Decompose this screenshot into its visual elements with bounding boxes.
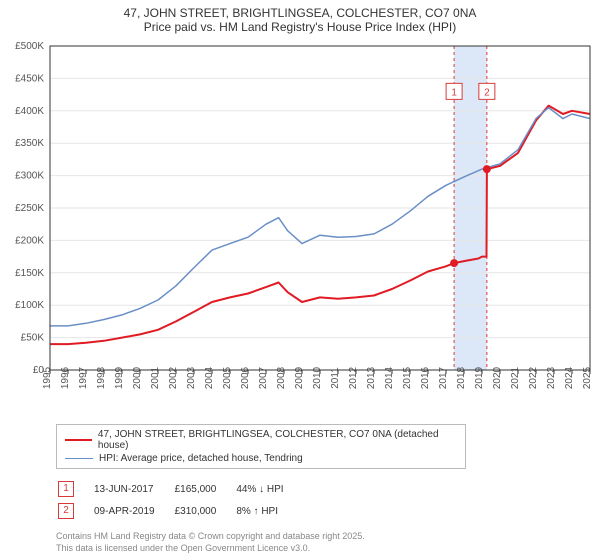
sale-price: £165,000	[175, 479, 235, 499]
svg-text:£150K: £150K	[15, 268, 44, 279]
svg-text:£350K: £350K	[15, 138, 44, 149]
legend-item: HPI: Average price, detached house, Tend…	[65, 453, 457, 464]
svg-text:1: 1	[451, 87, 457, 98]
table-row: 2 09-APR-2019 £310,000 8% ↑ HPI	[58, 501, 302, 521]
legend-swatch	[65, 458, 93, 460]
footer-line: This data is licensed under the Open Gov…	[56, 543, 600, 555]
legend-swatch	[65, 439, 92, 441]
legend-label: HPI: Average price, detached house, Tend…	[99, 453, 303, 464]
svg-text:£500K: £500K	[15, 41, 44, 52]
line-chart-svg: £0£50K£100K£150K£200K£250K£300K£350K£400…	[0, 38, 600, 418]
sale-marker-badge: 1	[58, 481, 74, 497]
chart-area: £0£50K£100K£150K£200K£250K£300K£350K£400…	[0, 38, 600, 418]
svg-text:2: 2	[484, 87, 490, 98]
svg-text:£100K: £100K	[15, 300, 44, 311]
sale-price: £310,000	[175, 501, 235, 521]
chart-title-line2: Price paid vs. HM Land Registry's House …	[0, 20, 600, 38]
svg-text:£400K: £400K	[15, 106, 44, 117]
sale-delta: 8% ↑ HPI	[236, 501, 301, 521]
svg-text:£250K: £250K	[15, 203, 44, 214]
chart-title-line1: 47, JOHN STREET, BRIGHTLINGSEA, COLCHEST…	[0, 0, 600, 20]
legend: 47, JOHN STREET, BRIGHTLINGSEA, COLCHEST…	[56, 424, 466, 469]
sales-table: 1 13-JUN-2017 £165,000 44% ↓ HPI 2 09-AP…	[56, 477, 304, 523]
table-row: 1 13-JUN-2017 £165,000 44% ↓ HPI	[58, 479, 302, 499]
sale-delta: 44% ↓ HPI	[236, 479, 301, 499]
footer: Contains HM Land Registry data © Crown c…	[56, 531, 600, 554]
legend-label: 47, JOHN STREET, BRIGHTLINGSEA, COLCHEST…	[98, 429, 457, 451]
svg-text:£200K: £200K	[15, 235, 44, 246]
legend-item: 47, JOHN STREET, BRIGHTLINGSEA, COLCHEST…	[65, 429, 457, 451]
sale-date: 09-APR-2019	[94, 501, 173, 521]
sale-date: 13-JUN-2017	[94, 479, 173, 499]
footer-line: Contains HM Land Registry data © Crown c…	[56, 531, 600, 543]
svg-text:£50K: £50K	[21, 333, 45, 344]
sale-marker-badge: 2	[58, 503, 74, 519]
svg-text:£300K: £300K	[15, 171, 44, 182]
svg-text:£450K: £450K	[15, 73, 44, 84]
